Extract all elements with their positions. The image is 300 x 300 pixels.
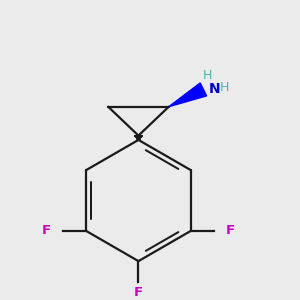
Text: F: F [226,224,235,237]
Text: H: H [220,82,229,94]
Polygon shape [169,83,207,107]
Text: F: F [42,224,51,237]
Text: N: N [208,82,220,96]
Text: H: H [202,69,212,82]
Text: F: F [134,286,143,299]
